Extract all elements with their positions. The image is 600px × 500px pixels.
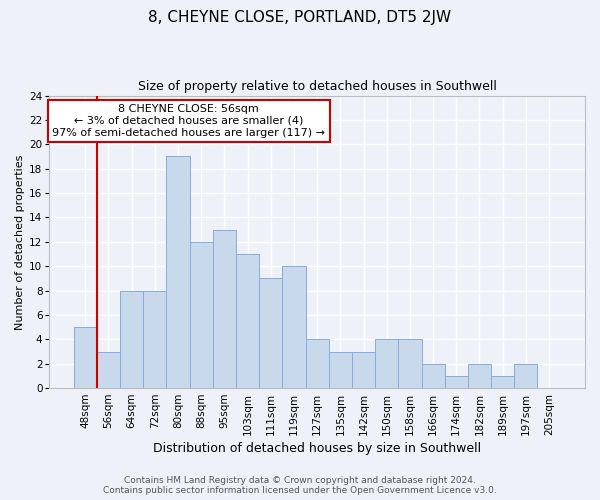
Bar	[283, 266, 305, 388]
Bar	[190, 242, 213, 388]
Bar	[236, 254, 259, 388]
Text: 8, CHEYNE CLOSE, PORTLAND, DT5 2JW: 8, CHEYNE CLOSE, PORTLAND, DT5 2JW	[148, 10, 452, 25]
Text: Contains HM Land Registry data © Crown copyright and database right 2024.
Contai: Contains HM Land Registry data © Crown c…	[103, 476, 497, 495]
Bar	[143, 290, 166, 388]
Title: Size of property relative to detached houses in Southwell: Size of property relative to detached ho…	[138, 80, 497, 93]
Bar	[166, 156, 190, 388]
Bar	[120, 290, 143, 388]
Y-axis label: Number of detached properties: Number of detached properties	[15, 154, 25, 330]
Bar	[213, 230, 236, 388]
Bar	[259, 278, 283, 388]
Bar	[468, 364, 491, 388]
X-axis label: Distribution of detached houses by size in Southwell: Distribution of detached houses by size …	[153, 442, 481, 455]
Bar	[445, 376, 468, 388]
Bar	[514, 364, 538, 388]
Text: 8 CHEYNE CLOSE: 56sqm
← 3% of detached houses are smaller (4)
97% of semi-detach: 8 CHEYNE CLOSE: 56sqm ← 3% of detached h…	[52, 104, 325, 138]
Bar	[398, 340, 422, 388]
Bar	[329, 352, 352, 388]
Bar	[491, 376, 514, 388]
Bar	[375, 340, 398, 388]
Bar	[352, 352, 375, 388]
Bar	[74, 327, 97, 388]
Bar	[97, 352, 120, 388]
Bar	[305, 340, 329, 388]
Bar	[422, 364, 445, 388]
